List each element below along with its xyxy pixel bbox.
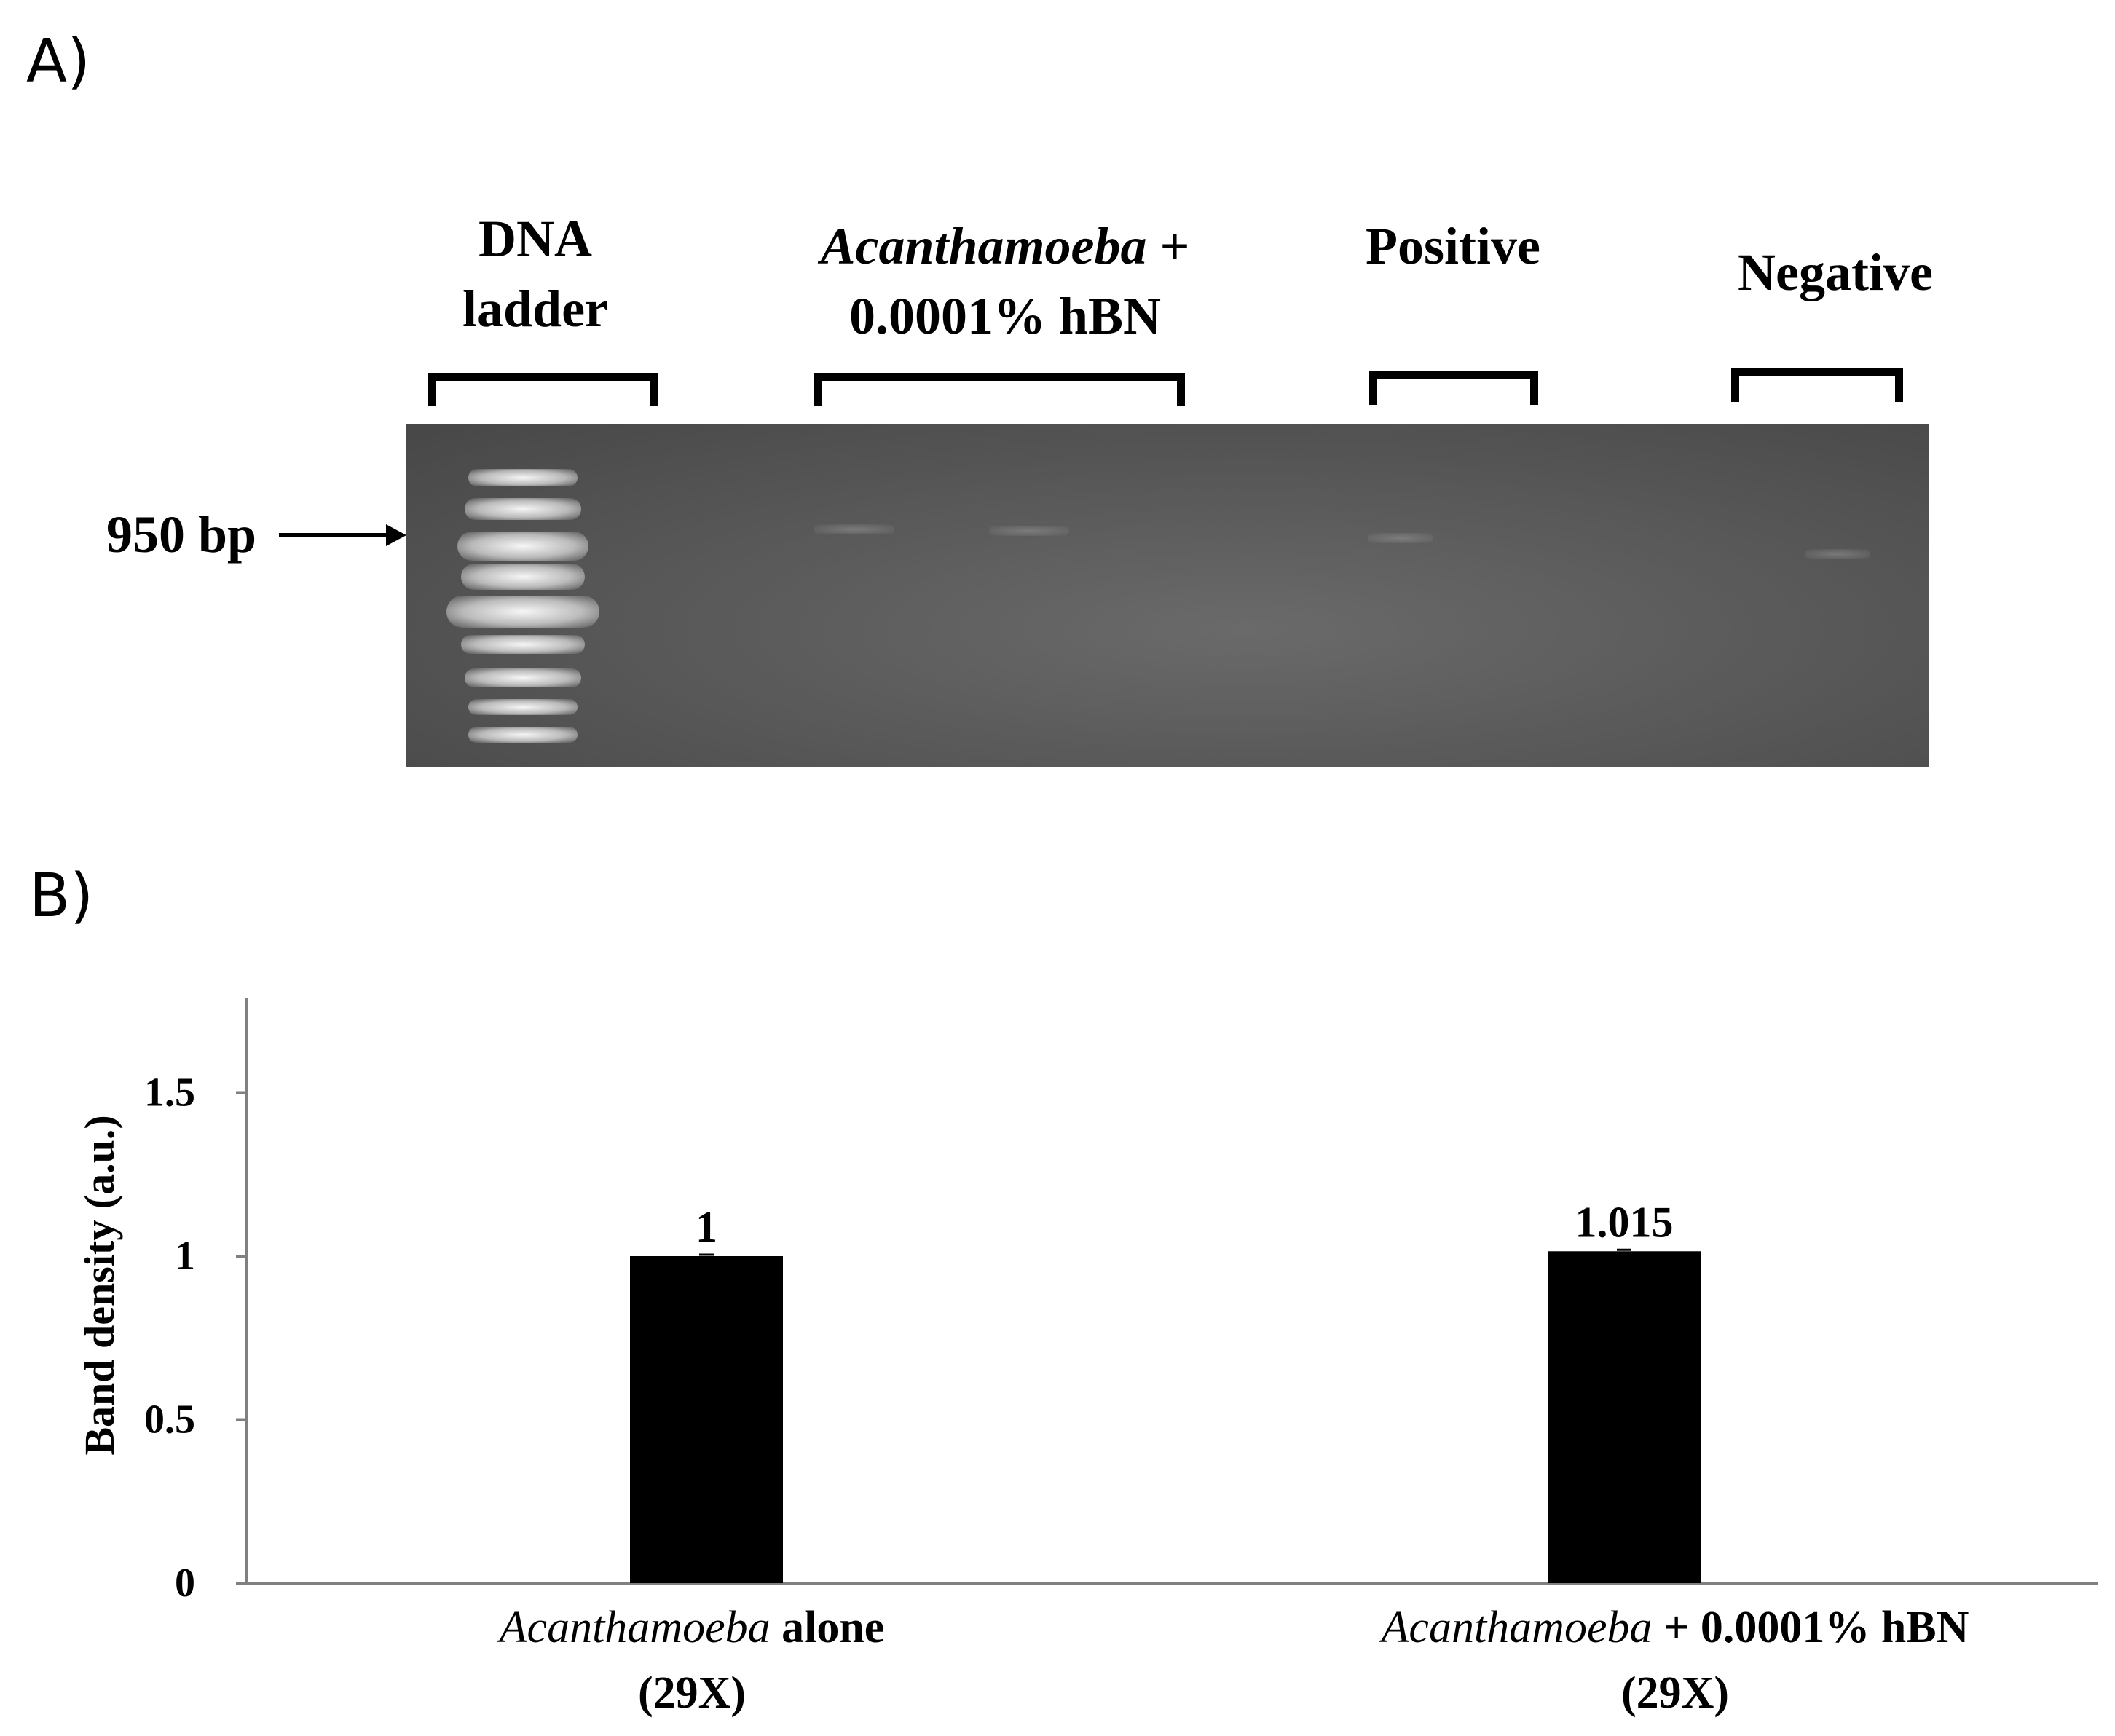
lane-label-negative: Negative [1738, 243, 1933, 301]
lane-label-positive: Positive [1366, 217, 1540, 275]
faint-band [1368, 533, 1433, 543]
bracket-treated [814, 373, 1185, 406]
bracket-negative [1731, 368, 1903, 402]
ladder-band [465, 668, 581, 687]
ladder-band [468, 727, 578, 743]
x-category-label: Acanthamoeba + 0.0001% hBN [1379, 1603, 1969, 1652]
arrow-right-icon [386, 524, 406, 546]
lane-label-line2: 0.0001% hBN [848, 287, 1162, 345]
x-category-sublabel: (29X) [638, 1668, 746, 1718]
ladder-band [468, 699, 578, 715]
ladder-band [446, 596, 599, 628]
y-axis-title: Band density (a.u.) [76, 1115, 123, 1455]
bar-data-label: 1.015 [1575, 1198, 1674, 1246]
x-category-italic: Acanthamoeba [497, 1603, 771, 1652]
bracket-positive [1369, 371, 1538, 405]
bar-data-label: 1 [696, 1203, 717, 1251]
ladder-band [461, 635, 585, 654]
panel-b-label: B) [29, 861, 94, 931]
y-tick-label: 1 [175, 1234, 195, 1279]
bar [1548, 1251, 1701, 1583]
faint-band [989, 526, 1069, 536]
faint-band [814, 524, 894, 534]
lane-label-dna-ladder: DNA ladder [422, 204, 648, 344]
lane-label-treated: Acanthamoeba + 0.0001% hBN [787, 211, 1224, 351]
ladder-band [465, 498, 581, 520]
panel-a-label: A) [26, 27, 91, 96]
faint-band [1805, 549, 1870, 559]
x-category-rest: alone [771, 1603, 885, 1652]
y-tick-label: 1.5 [144, 1070, 195, 1116]
ladder-band [457, 532, 588, 561]
lane-label-line2: ladder [462, 280, 608, 338]
y-tick-label: 0 [175, 1561, 195, 1606]
x-category-sublabel: (29X) [1621, 1668, 1729, 1718]
x-category-label: Acanthamoeba alone [497, 1603, 885, 1652]
lane-label-rest: + [1146, 217, 1190, 275]
bar [630, 1256, 783, 1583]
ladder-band [468, 469, 578, 486]
bracket-dna-ladder [428, 373, 658, 406]
lane-label-line1: DNA [478, 210, 592, 268]
lane-label-italic: Acanthamoeba [820, 217, 1147, 275]
lane-label-line1: Acanthamoeba + [787, 211, 1224, 281]
marker-950bp-label: 950 bp [106, 505, 257, 564]
marker-arrow-line [279, 533, 395, 537]
y-tick-label: 0.5 [144, 1397, 195, 1443]
x-category-italic: Acanthamoeba [1379, 1603, 1653, 1652]
gel-image [406, 424, 1929, 767]
x-category-rest: + 0.0001% hBN [1652, 1603, 1969, 1652]
ladder-band [461, 564, 585, 590]
